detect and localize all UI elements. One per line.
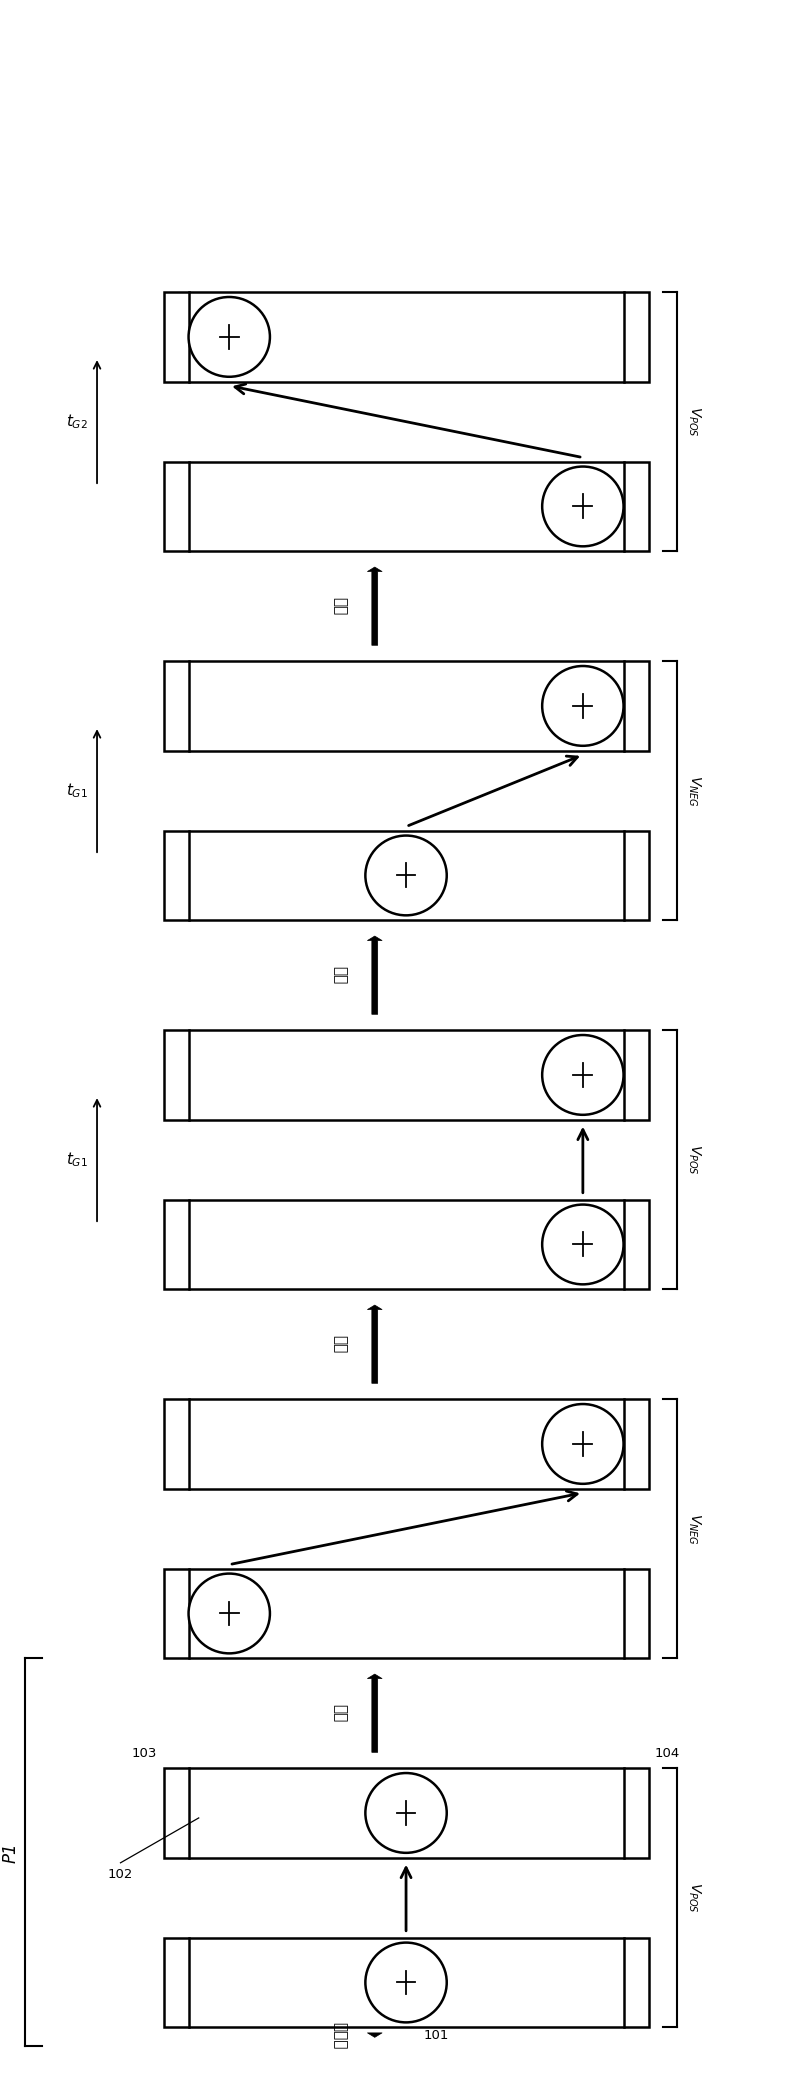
Text: $V_{NEG}$: $V_{NEG}$ bbox=[686, 1514, 702, 1545]
Text: 写入: 写入 bbox=[332, 1703, 347, 1722]
Bar bbox=[163, 1568, 649, 1658]
Text: $V_{POS}$: $V_{POS}$ bbox=[686, 1883, 702, 1914]
Ellipse shape bbox=[542, 1205, 623, 1284]
Text: $t_{G1}$: $t_{G1}$ bbox=[66, 782, 88, 801]
Text: $t_{G2}$: $t_{G2}$ bbox=[66, 413, 88, 432]
Text: 103: 103 bbox=[132, 1747, 158, 1760]
Text: 写入: 写入 bbox=[332, 596, 347, 615]
Bar bbox=[163, 1030, 649, 1120]
Ellipse shape bbox=[542, 665, 623, 746]
Bar bbox=[163, 661, 649, 751]
Ellipse shape bbox=[189, 296, 270, 377]
Bar bbox=[163, 830, 649, 919]
Text: $V_{POS}$: $V_{POS}$ bbox=[686, 1145, 702, 1176]
Ellipse shape bbox=[189, 1574, 270, 1653]
Text: 初始化: 初始化 bbox=[332, 2022, 347, 2050]
Text: 写入: 写入 bbox=[332, 1334, 347, 1353]
Bar bbox=[163, 1199, 649, 1289]
Bar bbox=[163, 461, 649, 550]
Text: $t_{G1}$: $t_{G1}$ bbox=[66, 1151, 88, 1170]
Text: $V_{NEG}$: $V_{NEG}$ bbox=[686, 776, 702, 807]
Ellipse shape bbox=[366, 836, 446, 915]
Text: 102: 102 bbox=[108, 1868, 133, 1881]
Ellipse shape bbox=[366, 1943, 446, 2022]
Text: $V_{POS}$: $V_{POS}$ bbox=[686, 407, 702, 438]
Ellipse shape bbox=[542, 1034, 623, 1115]
Text: 擦除: 擦除 bbox=[332, 965, 347, 984]
Text: 104: 104 bbox=[655, 1747, 680, 1760]
Ellipse shape bbox=[542, 467, 623, 546]
Bar bbox=[163, 1399, 649, 1489]
Bar bbox=[163, 1937, 649, 2027]
Ellipse shape bbox=[366, 1772, 446, 1854]
Text: P1: P1 bbox=[2, 1841, 20, 1862]
Text: 101: 101 bbox=[423, 2029, 449, 2043]
Bar bbox=[163, 1768, 649, 1858]
Ellipse shape bbox=[542, 1403, 623, 1485]
Bar bbox=[163, 292, 649, 382]
